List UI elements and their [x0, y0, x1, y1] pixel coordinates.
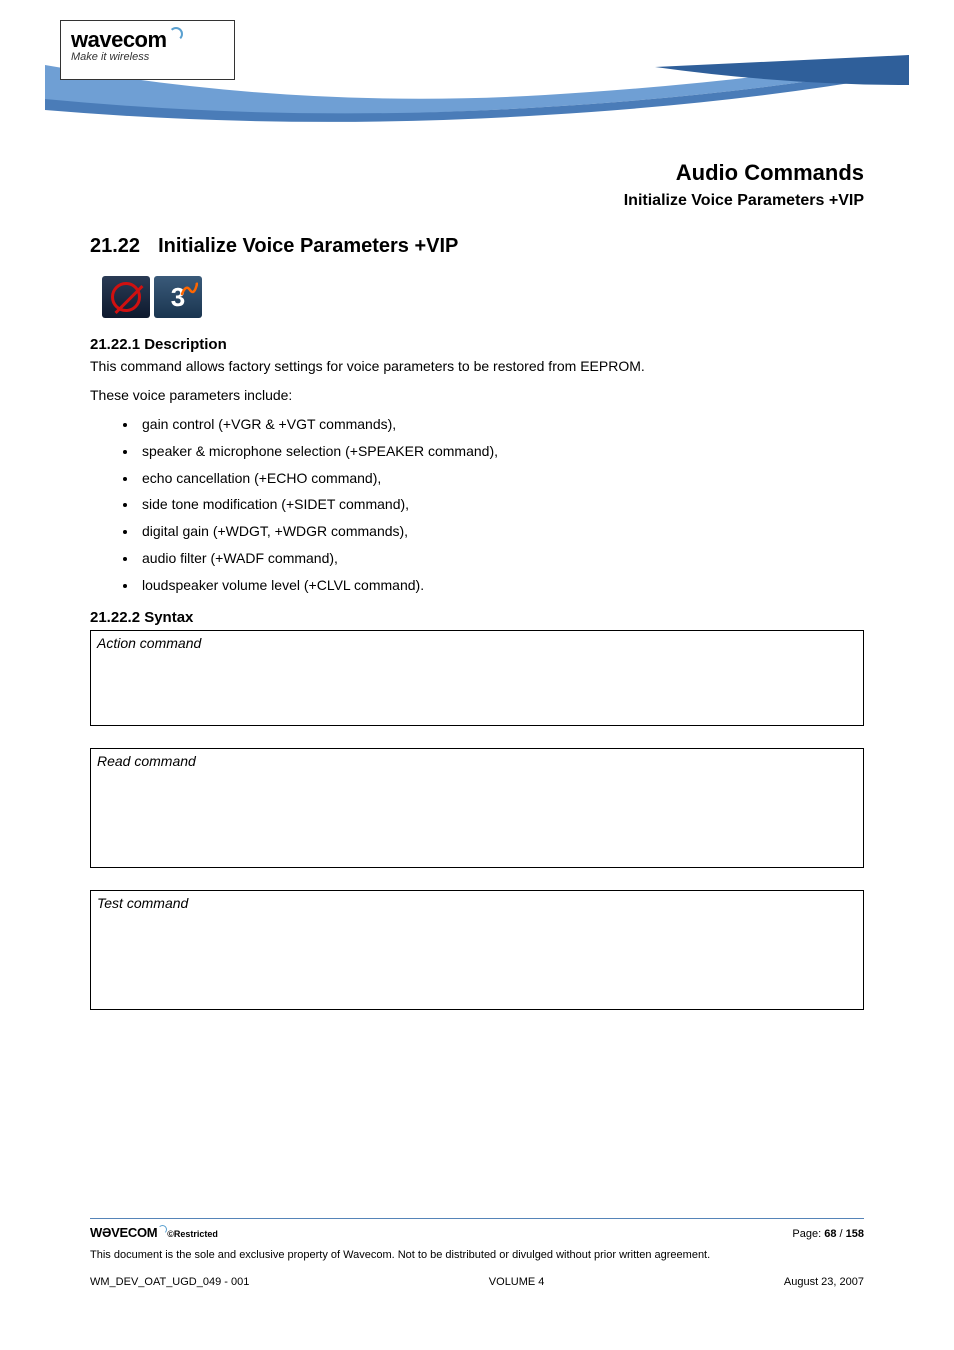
section-title: Initialize Voice Parameters +VIP	[158, 235, 458, 257]
content-area: 21.22Initialize Voice Parameters +VIP 3 …	[90, 235, 864, 1010]
icon-row: 3	[102, 276, 864, 318]
footer-line-1: WƏVECOM ©Restricted Page: 68 / 158	[90, 1225, 864, 1240]
footer-logo-group: WƏVECOM ©Restricted	[90, 1225, 218, 1240]
test-command-label: Test command	[97, 895, 857, 911]
footer-logo-swirl-icon	[158, 1225, 167, 1234]
list-item: speaker & microphone selection (+SPEAKER…	[138, 442, 864, 461]
footer-logo-wordmark: WƏVECOM	[90, 1225, 157, 1240]
list-item: audio filter (+WADF command),	[138, 549, 864, 568]
section-subtitle: Initialize Voice Parameters +VIP	[0, 192, 864, 210]
description-heading: 21.22.1 Description	[90, 336, 864, 353]
logo-box: wavecom Make it wireless	[60, 20, 235, 80]
title-block: Audio Commands Initialize Voice Paramete…	[0, 160, 864, 210]
page-current: 68	[824, 1228, 836, 1240]
nosim-icon	[102, 276, 150, 318]
list-item: side tone modification (+SIDET command),	[138, 495, 864, 514]
parameter-bullet-list: gain control (+VGR & +VGT commands), spe…	[138, 415, 864, 595]
syntax-heading: 21.22.2 Syntax	[90, 609, 864, 626]
footer-line-3: WM_DEV_OAT_UGD_049 - 001 VOLUME 4 August…	[90, 1276, 864, 1288]
list-item: digital gain (+WDGT, +WDGR commands),	[138, 522, 864, 541]
logo-wordmark: wavecom	[71, 27, 167, 52]
description-paragraph-1: This command allows factory settings for…	[90, 357, 864, 376]
page-header: wavecom Make it wireless	[0, 0, 954, 135]
footer-doc-id: WM_DEV_OAT_UGD_049 - 001	[90, 1276, 249, 1288]
list-item: gain control (+VGR & +VGT commands),	[138, 415, 864, 434]
g3-wave-icon	[180, 282, 198, 296]
page-total: 158	[846, 1228, 864, 1240]
read-command-box: Read command	[90, 748, 864, 868]
footer-volume: VOLUME 4	[489, 1276, 545, 1288]
footer-rule	[90, 1218, 864, 1219]
page-footer: WƏVECOM ©Restricted Page: 68 / 158 This d…	[90, 1218, 864, 1288]
chapter-title: Audio Commands	[0, 160, 864, 186]
footer-page-number: Page: 68 / 158	[792, 1228, 864, 1240]
page-prefix: Page:	[792, 1228, 824, 1240]
footer-disclaimer: This document is the sole and exclusive …	[90, 1248, 864, 1262]
footer-restricted: ©Restricted	[167, 1229, 218, 1239]
page-sep: /	[836, 1228, 845, 1240]
g3-icon: 3	[154, 276, 202, 318]
action-command-label: Action command	[97, 635, 857, 651]
list-item: loudspeaker volume level (+CLVL command)…	[138, 576, 864, 595]
section-heading: 21.22 Initialize Voice Parameters +VIP	[90, 235, 864, 258]
section-number: 21.22	[90, 235, 140, 258]
description-paragraph-2: These voice parameters include:	[90, 386, 864, 405]
list-item: echo cancellation (+ECHO command),	[138, 469, 864, 488]
footer-date: August 23, 2007	[784, 1276, 864, 1288]
read-command-label: Read command	[97, 753, 857, 769]
logo-swirl-icon	[169, 27, 183, 41]
test-command-box: Test command	[90, 890, 864, 1010]
logo-tagline: Make it wireless	[71, 51, 224, 63]
action-command-box: Action command	[90, 630, 864, 726]
